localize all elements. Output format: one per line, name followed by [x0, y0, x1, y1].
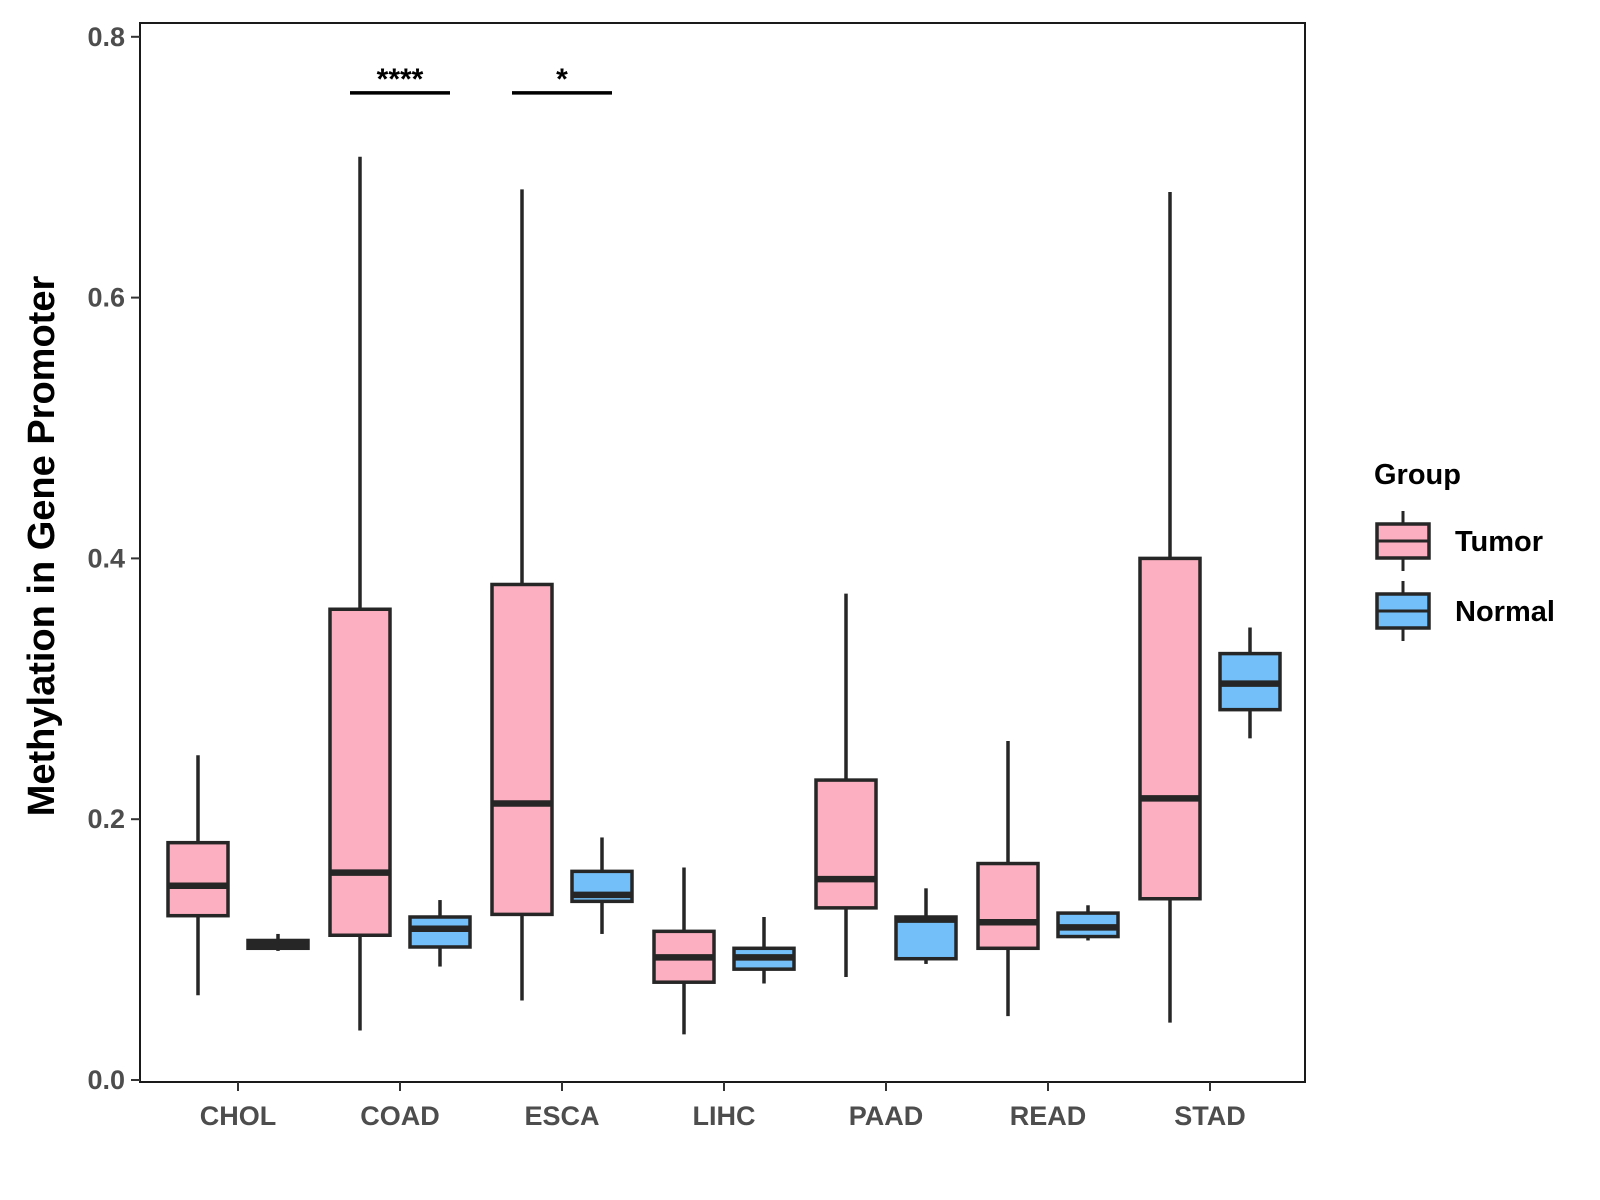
box-tumor-stad	[1138, 191, 1202, 1023]
box-body	[976, 861, 1040, 951]
box-tumor-coad	[328, 156, 392, 1031]
legend-label-normal: Normal	[1455, 596, 1555, 628]
boxes-group	[166, 156, 1282, 1035]
box-normal-lihc	[732, 917, 796, 984]
box-body	[328, 607, 392, 938]
significance-label-esca: *	[556, 63, 568, 96]
x-tick-label-lihc: LIHC	[693, 1101, 756, 1131]
y-tick-label: 0.6	[87, 283, 125, 313]
box-normal-stad	[1218, 627, 1282, 739]
legend-item-tumor: Tumor	[1375, 511, 1543, 571]
y-axis-title: Methylation in Gene Promoter	[21, 276, 63, 817]
legend-label-tumor: Tumor	[1455, 526, 1543, 558]
box-body	[814, 778, 878, 910]
axes-group: 0.0 0.2 0.4 0.6 0.8 CHOL COAD ESCA LIHC PAAD READ S…	[87, 22, 1245, 1131]
box-tumor-chol	[166, 755, 230, 996]
x-tick-label-coad: COAD	[360, 1101, 440, 1131]
box-body	[1138, 556, 1202, 901]
plot-area	[139, 22, 1306, 1083]
legend-title: Group	[1374, 459, 1461, 491]
box-tumor-lihc	[652, 867, 716, 1035]
box-normal-read	[1056, 905, 1120, 941]
box-body	[408, 915, 472, 949]
legend-item-normal: Normal	[1375, 581, 1555, 641]
y-tick-label: 0.8	[87, 22, 125, 52]
box-body	[894, 915, 958, 961]
legend: Group Tumor Normal	[1374, 459, 1555, 641]
box-normal-esca	[570, 837, 634, 934]
y-tick-label: 0.2	[87, 804, 125, 834]
plot-panel-border	[139, 22, 1306, 1083]
box-body	[166, 840, 230, 918]
x-tick-label-stad: STAD	[1174, 1101, 1246, 1131]
significance-label-coad: ****	[377, 63, 424, 96]
x-tick-label-read: READ	[1010, 1101, 1087, 1131]
box-tumor-read	[976, 740, 1040, 1017]
box-normal-chol	[246, 933, 310, 951]
x-tick-label-paad: PAAD	[849, 1101, 924, 1131]
box-body	[490, 582, 554, 917]
x-tick-label-esca: ESCA	[524, 1101, 599, 1131]
y-tick-label: 0.0	[87, 1065, 125, 1095]
box-normal-paad	[894, 888, 958, 964]
box-tumor-paad	[814, 593, 878, 977]
y-tick-label: 0.4	[87, 543, 125, 573]
significance-group: **** *	[350, 63, 612, 96]
box-tumor-esca	[490, 189, 554, 1001]
x-tick-label-chol: CHOL	[200, 1101, 277, 1131]
box-normal-coad	[408, 900, 472, 967]
